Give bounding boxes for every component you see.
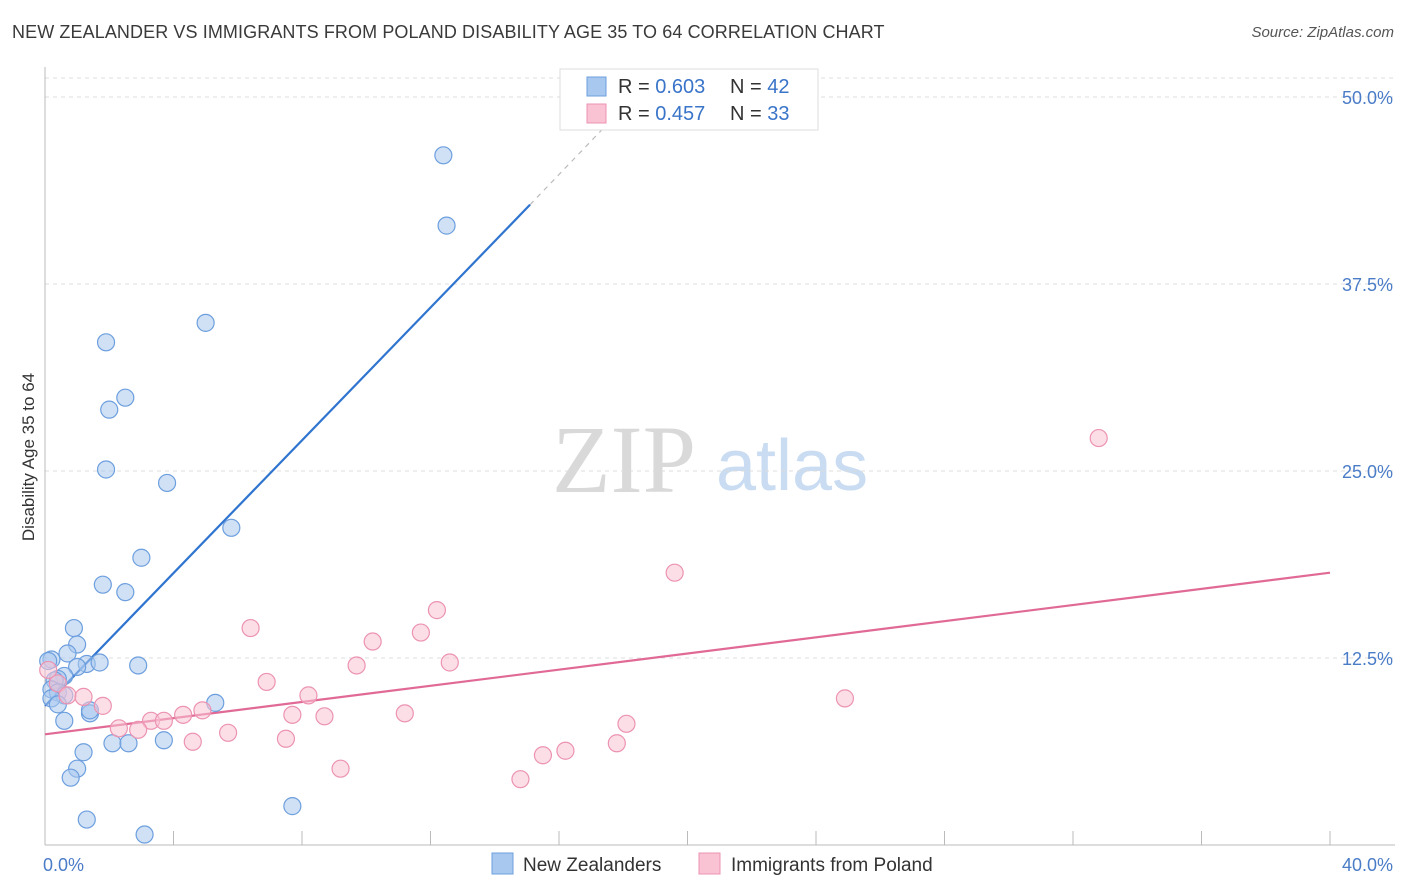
point-new-zealanders-35	[74, 743, 93, 762]
point-immigrants-from-poland-27	[183, 732, 202, 751]
point-new-zealanders-37	[61, 768, 80, 787]
legend-r-new-zealanders: 0.603	[655, 76, 705, 98]
point-new-zealanders-8	[222, 518, 241, 537]
legend-n-new-zealanders: 42	[767, 76, 789, 98]
point-immigrants-from-poland-13	[299, 686, 318, 705]
y-axis-label: Disability Age 35 to 64	[19, 373, 38, 541]
point-immigrants-from-poland-15	[835, 689, 855, 708]
point-new-zealanders-33	[119, 734, 138, 753]
point-new-zealanders-11	[116, 583, 135, 602]
point-immigrants-from-poland-0	[1089, 428, 1108, 448]
bottom-legend-swatch-immigrants-from-poland	[698, 852, 721, 875]
y-tick-label-1: 25.0%	[1342, 462, 1393, 482]
chart-title: NEW ZEALANDER VS IMMIGRANTS FROM POLAND …	[12, 22, 885, 42]
x-tick-label-1: 40.0%	[1342, 855, 1393, 875]
y-tick-labels: 12.5% 25.0% 37.5% 50.0%	[1342, 88, 1393, 669]
point-immigrants-from-poland-5	[363, 632, 382, 651]
watermark-zip: ZIP	[552, 406, 696, 513]
point-immigrants-from-poland-29	[607, 734, 626, 753]
point-new-zealanders-9	[132, 548, 151, 567]
point-immigrants-from-poland-33	[511, 770, 530, 789]
legend-row-immigrants-from-poland: R = 0.457 N = 33	[618, 103, 790, 125]
bottom-legend-label-immigrants-from-poland: Immigrants from Poland	[731, 855, 933, 876]
point-new-zealanders-14	[58, 644, 77, 663]
point-immigrants-from-poland-10	[48, 674, 67, 693]
legend-r-immigrants-from-poland: 0.457	[655, 103, 705, 125]
trend-extension-new-zealanders	[529, 120, 611, 206]
legend-n-immigrants-from-poland: 33	[767, 103, 789, 125]
point-immigrants-from-poland-3	[241, 618, 260, 638]
point-immigrants-from-poland-25	[129, 720, 148, 739]
legend-row-new-zealanders: R = 0.603 N = 42	[618, 76, 790, 98]
point-immigrants-from-poland-12	[74, 687, 93, 706]
y-tick-label-2: 37.5%	[1342, 275, 1393, 295]
bottom-legend-label-new-zealanders: New Zealanders	[523, 855, 661, 876]
point-new-zealanders-2	[196, 313, 215, 332]
point-new-zealanders-6	[96, 460, 116, 479]
point-immigrants-from-poland-14	[93, 696, 112, 715]
point-immigrants-from-poland-2	[427, 601, 447, 620]
point-immigrants-from-poland-1	[665, 563, 684, 582]
bottom-legend-swatch-new-zealanders	[491, 852, 514, 875]
point-immigrants-from-poland-31	[533, 746, 553, 765]
point-new-zealanders-12	[64, 618, 84, 638]
point-new-zealanders-18	[129, 656, 148, 675]
point-new-zealanders-1	[437, 216, 456, 235]
point-new-zealanders-5	[100, 400, 119, 419]
point-immigrants-from-poland-19	[315, 707, 334, 726]
point-immigrants-from-poland-28	[276, 729, 296, 748]
point-new-zealanders-40	[135, 825, 154, 844]
point-immigrants-from-poland-30	[556, 741, 575, 760]
point-new-zealanders-31	[55, 711, 74, 730]
point-new-zealanders-4	[116, 388, 135, 407]
data-points	[39, 146, 1108, 844]
point-immigrants-from-poland-7	[347, 656, 366, 675]
y-tick-label-0: 12.5%	[1342, 649, 1393, 669]
point-new-zealanders-7	[157, 473, 177, 493]
x-tick-labels: 0.0% 40.0%	[43, 855, 1393, 875]
axes	[44, 67, 1395, 846]
point-immigrants-from-poland-11	[58, 686, 77, 705]
point-new-zealanders-0	[434, 146, 453, 165]
point-immigrants-from-poland-17	[395, 704, 414, 723]
point-immigrants-from-poland-24	[109, 719, 128, 738]
point-new-zealanders-39	[77, 810, 96, 829]
point-immigrants-from-poland-23	[617, 714, 636, 733]
grid	[45, 77, 1395, 659]
point-new-zealanders-17	[90, 653, 109, 672]
trend-lines	[44, 120, 1331, 736]
point-immigrants-from-poland-32	[331, 759, 350, 778]
point-new-zealanders-3	[96, 333, 116, 352]
point-immigrants-from-poland-20	[174, 705, 193, 724]
point-new-zealanders-34	[154, 731, 173, 750]
legend-swatch-new-zealanders	[586, 76, 607, 97]
point-immigrants-from-poland-22	[154, 711, 173, 730]
watermark-atlas: atlas	[716, 426, 868, 506]
point-immigrants-from-poland-16	[193, 701, 212, 720]
point-new-zealanders-38	[283, 797, 302, 816]
chart-source: Source: ZipAtlas.com	[1251, 24, 1394, 41]
trend-line-new-zealanders	[44, 203, 531, 707]
point-immigrants-from-poland-6	[440, 653, 459, 672]
watermark: ZIP atlas	[552, 406, 868, 513]
legend: R = 0.603 N = 42 R = 0.457 N = 33	[559, 68, 819, 131]
point-new-zealanders-19	[68, 657, 87, 677]
point-immigrants-from-poland-18	[283, 705, 302, 724]
point-immigrants-from-poland-8	[257, 672, 276, 692]
x-tick-label-0: 0.0%	[43, 855, 84, 875]
legend-swatch-immigrants-from-poland	[586, 103, 607, 124]
bottom-legend: New Zealanders Immigrants from Poland	[491, 852, 933, 876]
y-tick-label-3: 50.0%	[1342, 88, 1393, 108]
point-new-zealanders-10	[93, 575, 112, 594]
point-immigrants-from-poland-9	[39, 660, 58, 680]
point-immigrants-from-poland-4	[411, 623, 430, 642]
point-immigrants-from-poland-26	[219, 723, 238, 742]
trend-line-immigrants-from-poland	[44, 571, 1331, 736]
